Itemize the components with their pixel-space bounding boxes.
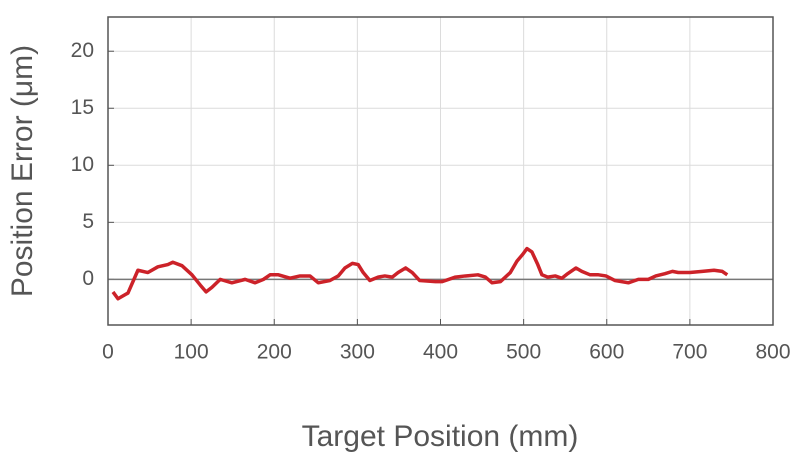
y-tick-label: 5 xyxy=(82,210,94,233)
x-tick-label: 300 xyxy=(340,341,375,364)
x-tick-label: 0 xyxy=(102,341,114,364)
x-tick-label: 700 xyxy=(672,341,707,364)
y-tick-label: 0 xyxy=(82,267,94,290)
y-tick-label: 10 xyxy=(71,153,94,176)
x-tick-label: 600 xyxy=(589,341,624,364)
y-axis-label: Position Error (μm) xyxy=(6,45,39,297)
x-tick-label: 800 xyxy=(755,341,790,364)
plot-frame xyxy=(107,16,774,326)
x-axis-label: Target Position (mm) xyxy=(302,420,579,453)
x-tick-label: 100 xyxy=(174,341,209,364)
x-tick-label: 500 xyxy=(506,341,541,364)
y-tick-label: 15 xyxy=(71,96,94,119)
y-tick-label: 20 xyxy=(71,39,94,62)
data-line xyxy=(111,246,729,301)
x-tick-label: 400 xyxy=(423,341,458,364)
x-tick-label: 200 xyxy=(257,341,292,364)
